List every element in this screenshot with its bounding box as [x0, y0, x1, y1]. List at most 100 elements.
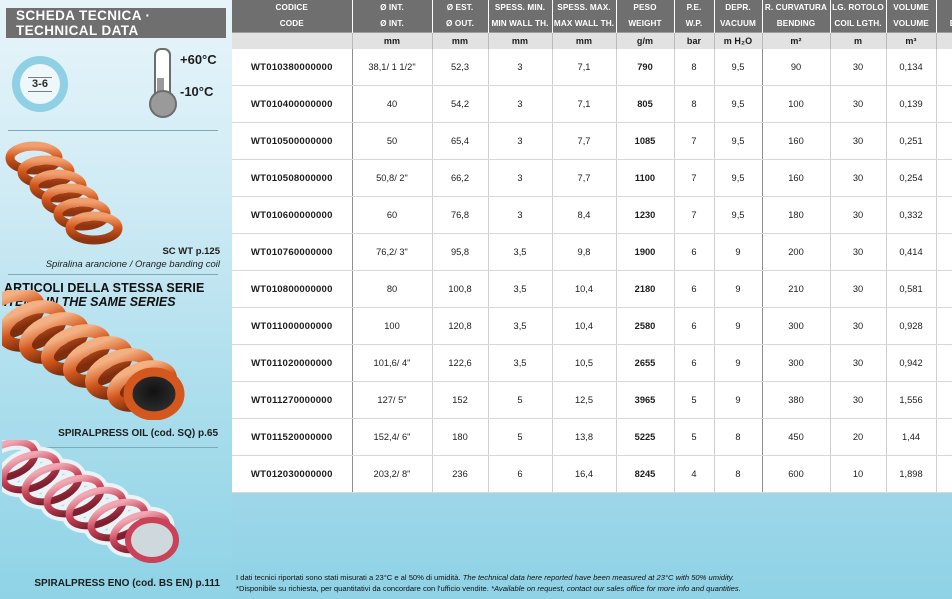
cell-code: WT011000000000 — [232, 307, 353, 345]
th-unit-0 — [232, 32, 353, 49]
th-unit-8: m² — [762, 32, 831, 49]
cell-value: 240 — [936, 344, 952, 382]
cell-value: 8 — [714, 455, 763, 493]
cell-value: 9,5 — [714, 196, 763, 234]
table-row[interactable]: WT012030000000 203,2/ 8" 236 6 16,4 8245 4 8 600… — [232, 455, 952, 493]
size-badge: 3-6 — [12, 56, 68, 112]
cell-value: 38,1/ 1 1/2" — [352, 49, 433, 86]
cell-value: 9 — [714, 233, 763, 271]
th-unit-10: m³ — [886, 32, 937, 49]
cell-value: 200 — [762, 233, 831, 271]
cell-value: 180 — [936, 159, 952, 197]
cell-value: 5225 — [616, 418, 675, 456]
cell-value: 0,414 — [886, 233, 937, 271]
cell-code: WT011520000000 — [232, 418, 353, 456]
table-row[interactable]: WT010508000000 50,8/ 2" 66,2 3 7,7 1100 7 9,5 16… — [232, 159, 952, 197]
cell-code: WT010380000000 — [232, 49, 353, 86]
page-title-bar: SCHEDA TECNICA · TECHNICAL DATA — [6, 8, 226, 38]
coil-ref-label: SC WT p.125 — [162, 246, 220, 257]
cell-value: 9 — [714, 307, 763, 345]
cell-value: 1,898 — [886, 455, 937, 493]
th-it-9: LG. ROTOLO — [830, 0, 887, 16]
table-row[interactable]: WT011270000000 127/ 5" 152 5 12,5 3965 5 9 380 30… — [232, 381, 952, 419]
th-unit-3: mm — [488, 32, 553, 49]
table-row[interactable]: WT011020000000 101,6/ 4" 122,6 3,5 10,5 2655 6… — [232, 344, 952, 382]
table-row[interactable]: WT010500000000 50 65,4 3 7,7 1085 7 9,5 160 30 0,2… — [232, 122, 952, 160]
cell-value: 30 — [830, 85, 887, 123]
cell-value: 1,44 — [886, 418, 937, 456]
cell-value: 7 — [674, 122, 715, 160]
cell-value: 9,5 — [714, 159, 763, 197]
left-panel: SCHEDA TECNICA · TECHNICAL DATA 3-6 +60°… — [0, 0, 232, 599]
page-title: SCHEDA TECNICA · TECHNICAL DATA — [16, 8, 151, 38]
th-unit-4: mm — [552, 32, 617, 49]
cell-value: 76,2/ 3" — [352, 233, 433, 271]
table-body: WT010380000000 38,1/ 1 1/2" 52,3 3 7,1 790 8 9,… — [232, 49, 952, 493]
cell-value: 203 — [936, 196, 952, 234]
cell-value: 9,5 — [714, 49, 763, 86]
item1-caption: SPIRALPRESS OIL (cod. SQ) p.65 — [58, 428, 218, 439]
cell-value: 66,2 — [432, 159, 489, 197]
table-row[interactable]: WT010400000000 40 54,2 3 7,1 805 8 9,5 100 30 0,13… — [232, 85, 952, 123]
cell-value: 10 — [830, 455, 887, 493]
cell-value: 292,5 — [936, 381, 952, 419]
cell-value: 600 — [762, 455, 831, 493]
th-en-5: WEIGHT — [616, 16, 675, 33]
temp-min-label: -10°C — [180, 84, 214, 99]
cell-value: 203,2/ 8" — [352, 455, 433, 493]
cell-value: 0,942 — [886, 344, 937, 382]
cell-value: 122,6 — [432, 344, 489, 382]
table-row[interactable]: WT010800000000 80 100,8 3,5 10,4 2180 6 9 210 30 0… — [232, 270, 952, 308]
cell-value: 9 — [714, 270, 763, 308]
technical-data-table: CODICE Ø INT. Ø EST. SPESS. MIN. SPESS. … — [232, 0, 952, 493]
cell-value: 3,5 — [488, 270, 553, 308]
cell-value: 3965 — [616, 381, 675, 419]
th-en-7: VACUUM — [714, 16, 763, 33]
cell-value: 7 — [674, 196, 715, 234]
cell-value: 30 — [830, 344, 887, 382]
cell-value: 0,251 — [886, 122, 937, 160]
th-en-0: CODE — [232, 16, 353, 33]
cell-value: 3 — [488, 122, 553, 160]
table-row[interactable]: WT010760000000 76,2/ 3" 95,8 3,5 9,8 1900 6 9 20… — [232, 233, 952, 271]
cell-value: 240 — [936, 307, 952, 345]
th-unit-6: bar — [674, 32, 715, 49]
cell-value: 153 — [936, 49, 952, 86]
cell-value: 152 — [432, 381, 489, 419]
th-it-1: Ø INT. — [352, 0, 433, 16]
cell-value: 1230 — [616, 196, 675, 234]
spiralpress-eno-hose-image — [2, 440, 179, 563]
cell-value: 60 — [352, 196, 433, 234]
cell-value: 805 — [616, 85, 675, 123]
cell-value: 16,4 — [552, 455, 617, 493]
cell-value: 9 — [714, 344, 763, 382]
temp-max-label: +60°C — [180, 52, 217, 67]
cell-value: 2580 — [616, 307, 675, 345]
cell-value: 100 — [762, 85, 831, 123]
series-title-it: ARTICOLI DELLA STESSA SERIE — [4, 281, 205, 295]
cell-value: 160 — [762, 122, 831, 160]
th-en-6: W.P. — [674, 16, 715, 33]
cell-value: 30 — [830, 159, 887, 197]
table-row[interactable]: WT011520000000 152,4/ 6" 180 5 13,8 5225 5 8 450… — [232, 418, 952, 456]
technical-table-container: CODICE Ø INT. Ø EST. SPESS. MIN. SPESS. … — [232, 0, 952, 493]
cell-value: 3,5 — [488, 344, 553, 382]
footnotes: I dati tecnici riportati sono stati misu… — [236, 572, 948, 594]
cell-code: WT010500000000 — [232, 122, 353, 160]
cell-value: 100 — [352, 307, 433, 345]
table-row[interactable]: WT010380000000 38,1/ 1 1/2" 52,3 3 7,1 790 8 9,… — [232, 49, 952, 86]
cell-value: 225 — [936, 233, 952, 271]
table-row[interactable]: WT011000000000 100 120,8 3,5 10,4 2580 6 9 300 30… — [232, 307, 952, 345]
cell-value: 8 — [674, 85, 715, 123]
cell-value: 7,7 — [552, 159, 617, 197]
cell-value: 5 — [674, 418, 715, 456]
spiralpress-oil-hose-image — [2, 290, 185, 420]
th-it-5: PESO — [616, 0, 675, 16]
cell-value: 52,3 — [432, 49, 489, 86]
cell-value: 30 — [830, 381, 887, 419]
cell-value: 6 — [488, 455, 553, 493]
cell-value: 30 — [830, 233, 887, 271]
cell-value: 1,556 — [886, 381, 937, 419]
table-row[interactable]: WT010600000000 60 76,8 3 8,4 1230 7 9,5 180 30 0,3… — [232, 196, 952, 234]
